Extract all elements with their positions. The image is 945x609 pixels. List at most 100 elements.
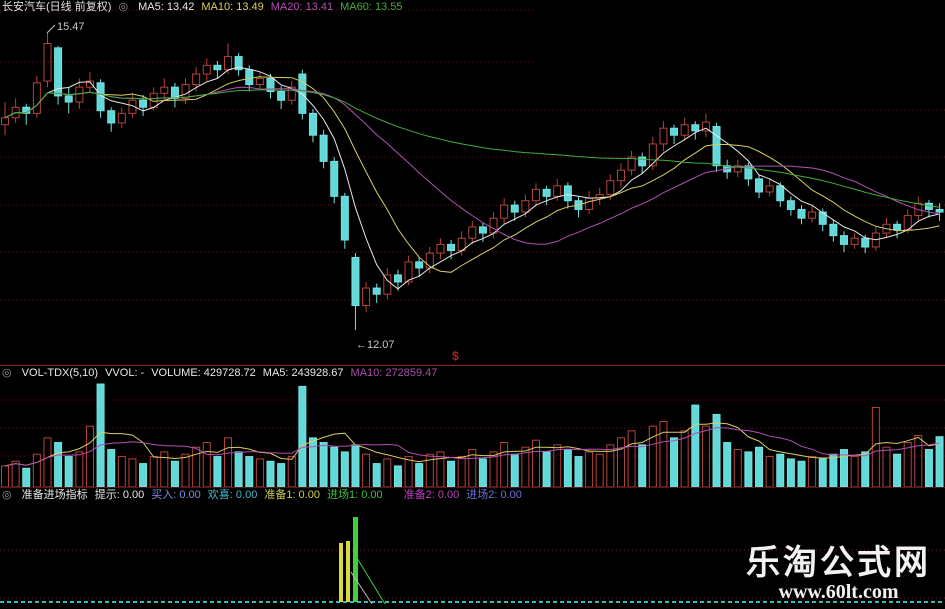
volume-bar-down — [510, 453, 519, 488]
volume-bar-up — [659, 420, 668, 488]
collapse-volume-icon[interactable]: ◎ — [2, 367, 12, 379]
vol-label-3: MA5: 243928.67 — [262, 367, 344, 379]
main-candlestick-chart[interactable]: 15.47 ←12.07 $ — [0, 0, 945, 366]
volume-header: ◎ VOL-TDX(5,10) VVOL: - VOLUME: 429728.72 M… — [2, 367, 451, 380]
volume-bar-down — [447, 460, 456, 488]
vol-ma5-line — [4, 422, 940, 467]
candle-down — [351, 256, 360, 307]
ind-signal-line-0 — [356, 557, 386, 605]
volume-bar-up — [202, 442, 211, 488]
volume-chart[interactable] — [0, 367, 945, 489]
candle-up — [362, 287, 371, 307]
indicator-chart[interactable] — [0, 488, 945, 609]
watermark: 乐淘公式网 www.60lt.com — [746, 545, 931, 603]
candle-up — [287, 86, 296, 101]
volume-bar-up — [457, 456, 466, 488]
volume-bar-up — [1, 465, 9, 488]
indicator-header: ◎ 准备进场指标 提示: 0.00 买入: 0.00 欢喜: 0.00 准备1: 0.… — [2, 489, 536, 502]
candle-down — [478, 226, 487, 234]
ind-label-2: 欢喜: 0.00 — [207, 489, 258, 501]
volume-bar-down — [107, 449, 116, 488]
ind-label-5: 准备2: 0.00 — [403, 489, 460, 501]
panel-separator — [0, 365, 945, 366]
candle-down — [415, 261, 424, 269]
candle-up — [616, 169, 625, 182]
candle-up — [160, 86, 169, 94]
volume-bar-up — [32, 453, 41, 488]
peak-pointer-line — [46, 24, 56, 34]
candle-down — [935, 208, 944, 213]
collapse-indicator-icon[interactable]: ◎ — [2, 489, 12, 501]
candle-down — [372, 287, 381, 295]
volume-bar-down — [797, 460, 806, 488]
volume-bar-up — [616, 437, 625, 488]
collapse-main-icon[interactable]: ◎ — [118, 1, 129, 13]
ind-label-1: 买入: 0.00 — [151, 489, 201, 501]
candle-down — [213, 64, 222, 71]
volume-bar-down — [415, 463, 424, 488]
candle-up — [500, 204, 509, 219]
candle-up — [808, 211, 817, 219]
volume-bar-up — [903, 442, 912, 488]
candle-down — [107, 110, 116, 124]
candle-up — [43, 42, 52, 82]
candle-up — [733, 165, 742, 173]
vol-label-2: VOLUME: 429728.72 — [151, 367, 256, 379]
volume-bar-up — [287, 456, 296, 488]
candle-down — [893, 223, 902, 231]
ma-label-3: MA60: 13.55 — [340, 1, 403, 13]
candle-up — [882, 223, 891, 234]
volume-bar-up — [595, 453, 604, 488]
volume-bar-down — [330, 446, 339, 488]
volume-bar-up — [850, 456, 859, 488]
volume-bar-up — [500, 442, 509, 488]
volume-bar-down — [22, 467, 31, 488]
volume-bar-down — [712, 413, 721, 488]
volume-bar-down — [638, 444, 647, 488]
ma-label-1: MA10: 13.49 — [201, 1, 264, 13]
candle-down — [245, 69, 254, 86]
candle-up — [436, 243, 445, 254]
candle-down — [691, 124, 700, 132]
stock-title: 长安汽车(日线 前复权) — [2, 1, 112, 13]
candle-down — [776, 185, 785, 202]
volume-bar-up — [362, 453, 371, 488]
indicator-title: 准备进场指标 — [21, 489, 88, 501]
candle-up — [659, 127, 668, 145]
candle-down — [755, 178, 764, 193]
candle-down — [393, 274, 402, 283]
volume-bar-down — [776, 453, 785, 488]
candle-up — [85, 80, 94, 88]
ind-label-3: 准备1: 0.00 — [264, 489, 320, 501]
candle-down — [786, 200, 795, 210]
ind-label-6: 进场2: 0.00 — [466, 489, 522, 501]
candle-down — [818, 211, 827, 225]
volume-bar-down — [96, 383, 105, 488]
volume-bar-up — [149, 456, 158, 488]
ma-value-labels: MA5: 13.42 MA10: 13.49 MA20: 13.41 MA60: 13… — [138, 1, 409, 13]
candle-down — [308, 112, 317, 136]
volume-bar-up — [224, 437, 233, 488]
volume-bar-down — [574, 456, 583, 488]
volume-bar-up — [765, 456, 774, 488]
candle-up — [32, 82, 41, 114]
candle-down — [797, 208, 806, 219]
volume-bar-down — [893, 453, 902, 488]
volume-bar-down — [691, 404, 700, 488]
candle-up — [680, 124, 689, 136]
candle-up — [701, 121, 710, 132]
vol-ma10-line — [4, 427, 940, 467]
ind-signal-line-1 — [350, 571, 373, 605]
volume-bar-up — [43, 437, 52, 488]
candle-up — [1, 117, 9, 126]
ma10-line — [4, 76, 940, 273]
volume-bar-up — [808, 456, 817, 488]
volume-bar-down — [829, 453, 838, 488]
candle-down — [139, 99, 148, 108]
ma60-line — [4, 89, 940, 208]
candle-down — [744, 165, 753, 180]
candle-down — [638, 156, 647, 167]
volume-bar-down — [64, 456, 73, 488]
volume-bar-down — [277, 463, 286, 488]
